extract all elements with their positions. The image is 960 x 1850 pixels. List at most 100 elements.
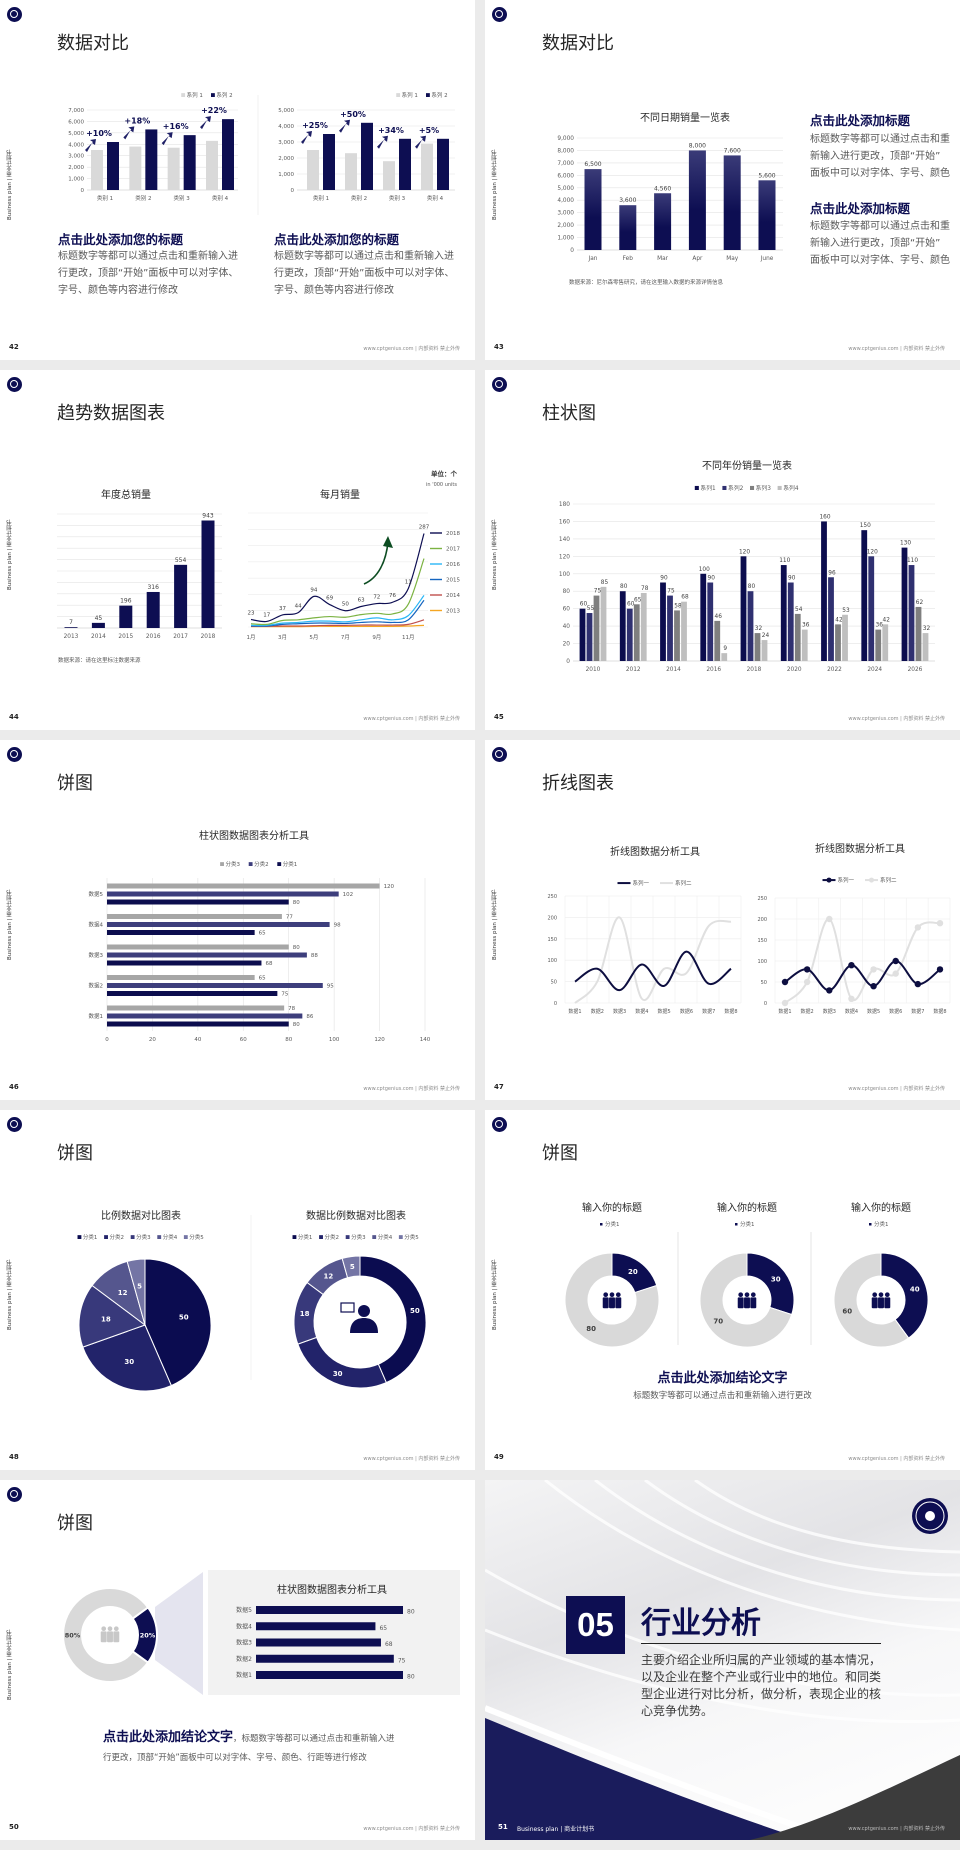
bar [256,1654,394,1663]
x-tick-label: 1月 [247,634,256,641]
block-heading[interactable]: 点击此处添加标题 [810,201,911,216]
series-line [574,950,732,992]
x-tick-label: 数据5 [658,1008,671,1015]
data-label: 50 [410,1307,420,1315]
x-tick-label: 数据6 [889,1008,902,1015]
data-label: 69 [326,596,333,602]
bar [107,1013,303,1019]
bar [875,629,882,661]
person-head [615,1292,621,1298]
person-body [615,1297,622,1309]
bar [145,129,158,190]
slide-49[interactable]: 饼图 Business plan | 商业计划书 49 www.cptgeniu… [485,1110,960,1470]
bar [107,975,255,980]
y-tick-label: 1,000 [557,236,574,242]
legend-label: 2018 [446,531,460,537]
data-label: 160 [819,514,830,520]
slide-45[interactable]: 柱状图 Business plan | 商业计划书 45 www.cptgeni… [485,370,960,730]
bar [584,169,602,250]
x-tick-label: Mar [657,256,669,262]
y-tick-label: 数据3 [236,1639,252,1647]
conclusion-body: 标题数字等都可以通过点击和重新输入进行更改 [633,1391,812,1401]
bar [146,591,160,628]
slide-44-charts: 年度总销量 每月销量 2013 7 2014 45 2015 196 2016 316 2017 55… [57,488,460,641]
block-heading[interactable]: 点击此处添加您的标题 [274,232,400,247]
person-body [602,1297,609,1309]
data-label: 76 [389,593,396,599]
growth-arrow-icon [161,132,173,146]
data-label: 80 [586,1325,596,1333]
footer-text: www.cptgenius.com | 内部资料 禁止外传 [848,346,945,352]
conclusion-heading[interactable]: 点击此处添加结论文字 [657,1371,788,1386]
x-tick-label: 数据8 [933,1008,946,1015]
data-label: 60 [627,602,635,608]
data-label: 78 [288,1006,295,1012]
slide-48[interactable]: 饼图 Business plan | 商业计划书 48 www.cptgeniu… [0,1110,475,1470]
data-label: 65 [259,931,266,937]
slide-44[interactable]: 趋势数据图表 Business plan | 商业计划书 44 www.cptg… [0,370,475,730]
slide-50[interactable]: 饼图 Business plan | 商业计划书 50 www.cptgeniu… [0,1480,475,1840]
legend-label: 分类2 [325,1233,340,1241]
data-label: 20 [628,1268,638,1276]
legend-swatch [426,93,430,97]
y-tick-label: 数据4 [236,1622,252,1630]
trend-arrow-icon [363,541,389,585]
data-label: 55 [587,606,595,612]
block-line: 面板中可以对字体、字号、颜色 [810,255,950,266]
y-tick-label: 140 [559,537,570,543]
conclusion-heading[interactable]: 点击此处添加结论文字 [103,1730,234,1745]
data-label: 80 [293,900,300,906]
x-tick-label: 类别 1 [313,194,329,202]
page-number: 45 [494,713,504,721]
chart-title: 比例数据对比图表 [101,1209,181,1222]
block-heading[interactable]: 点击此处添加您的标题 [58,232,184,247]
bar [107,883,380,889]
bar [707,582,714,661]
pie-slice [144,1258,212,1387]
slide-42[interactable]: 数据对比 Business plan | 商业计划书 42 www.cptgen… [0,0,475,360]
data-marker [781,978,789,986]
x-tick-label: 5月 [309,634,318,641]
data-label: 63 [358,597,365,603]
block-line: 行更改，顶部“开始”面板中可以对字体、 [274,268,455,279]
person-head [884,1292,890,1298]
bar [794,613,801,661]
legend-label: 分类4 [378,1233,393,1241]
y-tick-label: 150 [547,937,557,943]
data-label: 7,600 [724,147,741,154]
y-tick-label: 6,000 [557,173,574,179]
bar [206,140,218,190]
logo-icon [7,1487,22,1502]
bar [107,914,282,919]
data-label: 88 [311,953,318,959]
growth-arrow-icon [85,139,96,152]
slide-43[interactable]: 数据对比 Business plan | 商业计划书 43 www.cptgen… [485,0,960,360]
slide-46[interactable]: 饼图 Business plan | 商业计划书 46 www.cptgeniu… [0,740,475,1100]
data-label: 50 [179,1313,189,1321]
y-tick-label: 40 [563,624,571,630]
slide-47[interactable]: 折线图表 Business plan | 商业计划书 47 www.cptgen… [485,740,960,1100]
x-tick-label: 数据1 [568,1008,581,1015]
slide-51-section[interactable]: 05 行业分析 主要介绍企业所归属的产业领域的基本情况， 以及企业在整个产业或行… [485,1480,960,1840]
block-heading[interactable]: 点击此处添加标题 [810,113,911,128]
data-marker [892,970,899,977]
slide-46-charts: 柱状图数据图表分析工具 0 20 40 60 80 100 120 140 数据1 78 86 80 数据… [89,829,431,1043]
data-label: 60 [580,602,588,608]
pie-slice [78,1284,147,1348]
data-label: 65 [379,1625,387,1632]
x-tick-label: 40 [194,1037,201,1043]
bar [723,155,741,250]
person-head [750,1292,756,1298]
y-tick-label: 0 [291,188,295,194]
data-label: 12 [118,1289,128,1297]
bar [256,1622,376,1631]
data-label: 75 [594,589,602,595]
x-tick-label: 数据7 [911,1008,924,1015]
y-tick-label: 9,000 [557,136,574,142]
y-tick-label: 数据2 [89,982,104,990]
pie-slice [564,1252,660,1348]
bar [345,153,357,190]
data-label: 554 [175,557,187,564]
